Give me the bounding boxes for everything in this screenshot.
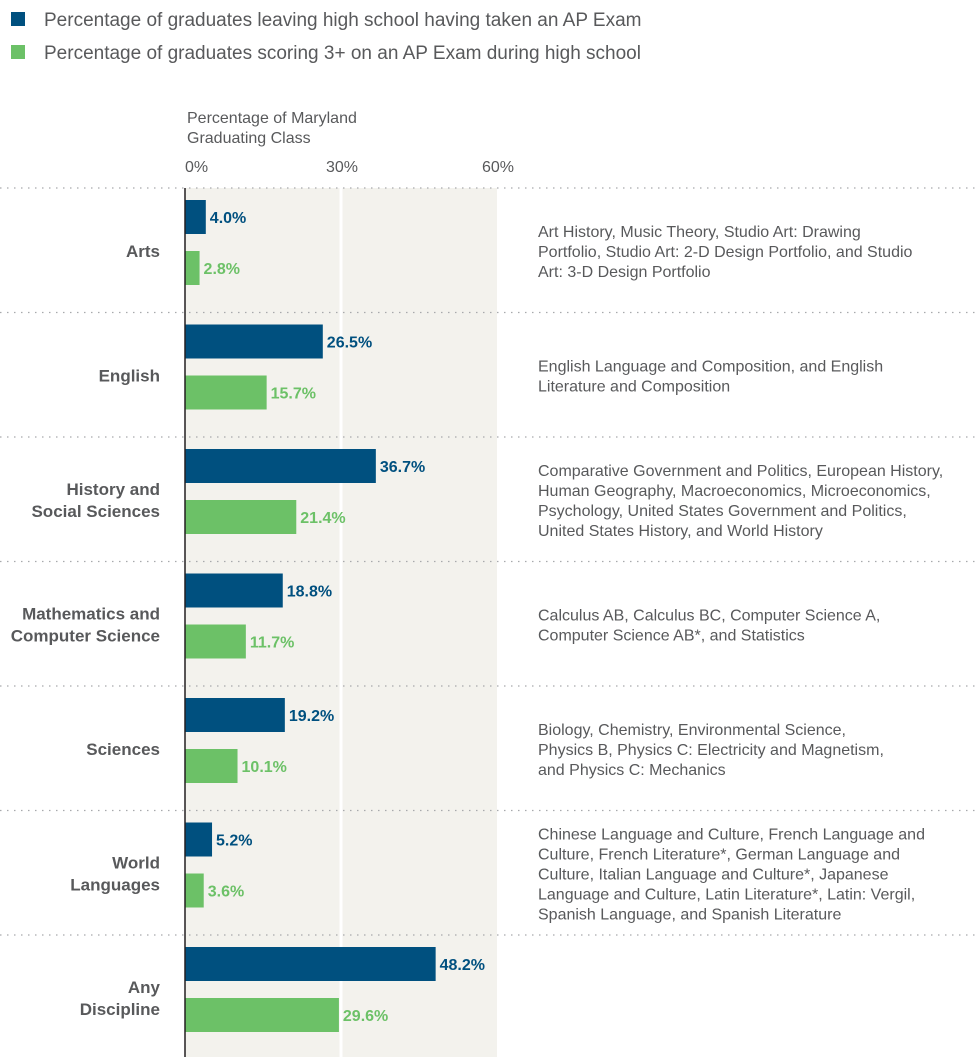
legend-swatch-2 bbox=[11, 45, 25, 59]
category-label-1-line-1: Arts bbox=[126, 242, 160, 261]
data-label-scored-4: 11.7% bbox=[250, 635, 294, 652]
bar-taken-3 bbox=[185, 449, 376, 483]
bar-taken-1 bbox=[185, 200, 206, 234]
bar-scored-4 bbox=[185, 624, 246, 659]
data-label-scored-5: 10.1% bbox=[242, 759, 287, 776]
legend-label-1: Percentage of graduates leaving high sch… bbox=[44, 10, 642, 31]
data-label-taken-6: 5.2% bbox=[216, 833, 252, 850]
data-label-taken-7: 48.2% bbox=[440, 957, 485, 974]
note-4-line-1: Calculus AB, Calculus BC, Computer Scien… bbox=[538, 608, 880, 625]
category-label-4-line-2: Computer Science bbox=[11, 627, 160, 646]
note-5-line-3: and Physics C: Mechanics bbox=[538, 762, 726, 779]
bar-scored-2 bbox=[185, 375, 267, 410]
note-2-line-1: English Language and Composition, and En… bbox=[538, 359, 883, 376]
category-label-5-line-1: Sciences bbox=[86, 740, 160, 759]
bar-taken-6 bbox=[185, 822, 213, 857]
note-1-line-3: Art: 3-D Design Portfolio bbox=[538, 264, 711, 281]
category-label-3-line-1: History and bbox=[66, 480, 160, 499]
bar-taken-4 bbox=[185, 573, 283, 608]
category-label-7-line-2: Discipline bbox=[80, 1000, 160, 1019]
x-tick-label-30: 30% bbox=[326, 159, 358, 176]
legend-swatch-1 bbox=[11, 12, 25, 26]
bar-scored-5 bbox=[185, 749, 238, 783]
bar-scored-3 bbox=[185, 500, 297, 534]
bar-taken-2 bbox=[185, 324, 323, 359]
data-label-scored-2: 15.7% bbox=[271, 386, 316, 403]
note-6-line-2: Culture, French Literature*, German Lang… bbox=[538, 847, 900, 864]
category-label-3-line-2: Social Sciences bbox=[31, 502, 160, 521]
data-label-scored-1: 2.8% bbox=[204, 261, 240, 278]
note-6-line-1: Chinese Language and Culture, French Lan… bbox=[538, 827, 925, 844]
axis-title-line-2: Graduating Class bbox=[187, 130, 311, 147]
data-label-taken-5: 19.2% bbox=[289, 708, 334, 725]
note-2-line-2: Literature and Composition bbox=[538, 379, 730, 396]
note-5-line-2: Physics B, Physics C: Electricity and Ma… bbox=[538, 742, 884, 759]
axis-title-line-1: Percentage of Maryland bbox=[187, 110, 357, 127]
category-label-6-line-1: World bbox=[112, 854, 160, 873]
x-tick-label-60: 60% bbox=[482, 159, 514, 176]
note-5-line-1: Biology, Chemistry, Environmental Scienc… bbox=[538, 722, 846, 739]
bar-scored-6 bbox=[185, 873, 204, 908]
note-6-line-3: Culture, Italian Language and Culture*, … bbox=[538, 867, 889, 884]
note-3-line-4: United States History, and World History bbox=[538, 523, 823, 540]
data-label-taken-4: 18.8% bbox=[287, 584, 332, 601]
note-6-line-5: Spanish Language, and Spanish Literature bbox=[538, 907, 841, 924]
x-tick-label-0: 0% bbox=[185, 159, 208, 176]
data-label-scored-7: 29.6% bbox=[343, 1008, 388, 1025]
note-3-line-3: Psychology, United States Government and… bbox=[538, 503, 907, 520]
data-label-taken-3: 36.7% bbox=[380, 459, 425, 476]
data-label-taken-1: 4.0% bbox=[210, 210, 246, 227]
bar-taken-5 bbox=[185, 698, 285, 732]
note-4-line-2: Computer Science AB*, and Statistics bbox=[538, 628, 805, 645]
bar-taken-7 bbox=[185, 947, 436, 981]
category-label-4-line-1: Mathematics and bbox=[22, 605, 160, 624]
note-1-line-1: Art History, Music Theory, Studio Art: D… bbox=[538, 224, 861, 241]
category-label-6-line-2: Languages bbox=[70, 876, 160, 895]
note-3-line-1: Comparative Government and Politics, Eur… bbox=[538, 463, 943, 480]
note-6-line-4: Language and Culture, Latin Literature*,… bbox=[538, 887, 915, 904]
legend-label-2: Percentage of graduates scoring 3+ on an… bbox=[44, 43, 641, 64]
data-label-scored-3: 21.4% bbox=[300, 510, 345, 527]
bar-scored-7 bbox=[185, 998, 339, 1032]
data-label-scored-6: 3.6% bbox=[208, 884, 244, 901]
note-3-line-2: Human Geography, Macroeconomics, Microec… bbox=[538, 483, 931, 500]
category-label-7-line-1: Any bbox=[128, 978, 161, 997]
data-label-taken-2: 26.5% bbox=[327, 335, 372, 352]
category-label-2-line-1: English bbox=[99, 367, 160, 386]
bar-scored-1 bbox=[185, 251, 200, 285]
note-1-line-2: Portfolio, Studio Art: 2-D Design Portfo… bbox=[538, 244, 913, 261]
